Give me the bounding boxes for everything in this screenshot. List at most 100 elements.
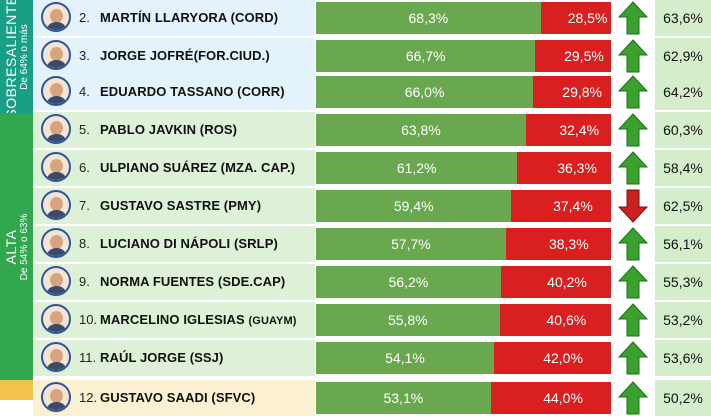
previous-value: 53,2%	[655, 302, 711, 338]
avatar-face	[50, 349, 63, 363]
section-alta-band: ALTA De 54% o 63%	[0, 113, 33, 380]
mayor-name-main: LUCIANO DI NÁPOLI (SRLP)	[100, 236, 278, 251]
trend-cell	[611, 112, 655, 148]
arrow-up-icon	[618, 341, 648, 375]
row-background	[33, 150, 315, 186]
previous-value: 62,5%	[655, 188, 711, 224]
trend-cell	[611, 150, 655, 186]
mayor-name-main: MARCELINO IGLESIAS	[100, 312, 249, 327]
avatar-body	[46, 248, 67, 256]
avatar-body	[46, 96, 67, 104]
table-row: 8.LUCIANO DI NÁPOLI (SRLP)57,7%38,3%4,05…	[33, 226, 711, 262]
avatar	[41, 342, 71, 372]
mayor-name: NORMA FUENTES (SDE.CAP)	[100, 264, 285, 300]
avatar-face	[50, 159, 63, 173]
avatar-face	[50, 235, 63, 249]
row-background	[33, 340, 315, 376]
trend-cell	[611, 302, 655, 338]
trend-cell	[611, 38, 655, 74]
avatar	[41, 382, 71, 412]
avatar	[41, 40, 71, 70]
mayor-name-main: ULPIANO SUÁREZ (MZA. CAP.)	[100, 160, 296, 175]
bar-positive: 61,2%	[316, 152, 518, 184]
row-background	[33, 302, 315, 338]
table-row: 11.RAÚL JORGE (SSJ) 54,1%42,0%3,9 53,6%	[33, 340, 711, 376]
mayor-name-main: JORGE JOFRÉ(FOR.CIUD.)	[100, 48, 270, 63]
previous-value: 60,3%	[655, 112, 711, 148]
table-row: 9. NORMA FUENTES (SDE.CAP) 56,2%40,2%3,6 55…	[33, 264, 711, 300]
rank-number: 2.	[79, 10, 90, 25]
previous-value: 50,2%	[655, 380, 711, 416]
mayor-name: ULPIANO SUÁREZ (MZA. CAP.)	[100, 150, 295, 186]
stacked-bar: 61,2%36,3%2,5	[316, 152, 645, 184]
rank-number: 9.	[79, 274, 90, 289]
arrow-up-icon	[618, 227, 648, 261]
row-background	[33, 0, 315, 36]
bar-positive: 66,7%	[316, 40, 536, 72]
arrow-up-icon	[618, 303, 648, 337]
avatar-body	[46, 362, 67, 370]
stacked-bar: 55,8%40,6%3,6	[316, 304, 645, 336]
avatar-body	[46, 286, 67, 294]
table-row: 4. EDUARDO TASSANO (CORR) 66,0%29,8%4,2 64,…	[33, 74, 711, 110]
avatar-body	[46, 172, 67, 180]
table-row: 7. GUSTAVO SASTRE (PMY) 59,4%37,4%3,2 62,5%	[33, 188, 711, 224]
avatar	[41, 114, 71, 144]
previous-value: 64,2%	[655, 74, 711, 110]
avatar-body	[46, 60, 67, 68]
mayor-name: MARCELINO IGLESIAS (GUAYM)	[100, 302, 297, 338]
bar-positive: 53,1%	[316, 382, 491, 414]
trend-cell	[611, 188, 655, 224]
section-next-band	[0, 380, 33, 400]
mayor-name-main: EDUARDO TASSANO (CORR)	[100, 84, 285, 99]
avatar	[41, 304, 71, 334]
mayor-name: EDUARDO TASSANO (CORR)	[100, 74, 285, 110]
trend-cell	[611, 226, 655, 262]
stacked-bar: 66,7%29,5%3,8	[316, 40, 645, 72]
section-sobresaliente-band: SOBRESALIENTE De 64% o más	[0, 0, 33, 113]
bar-positive: 56,2%	[316, 266, 501, 298]
rank-number: 10.	[79, 312, 98, 327]
bar-positive: 57,7%	[316, 228, 506, 260]
arrow-up-icon	[618, 75, 648, 109]
bar-positive: 66,0%	[316, 76, 534, 108]
bar-negative: 42,0%	[493, 342, 633, 374]
section-range: De 54% o 63%	[18, 213, 30, 280]
avatar-face	[50, 389, 63, 403]
rank-number: 11.	[79, 350, 97, 365]
avatar-face	[50, 9, 63, 23]
section-range: De 64% o más	[18, 23, 30, 90]
table-row: 5. PABLO JAVKIN (ROS) 63,8%32,4%3,8 60,3%	[33, 112, 711, 148]
bar-positive: 59,4%	[316, 190, 512, 222]
trend-cell	[611, 264, 655, 300]
trend-cell	[611, 74, 655, 110]
table-row: 6. ULPIANO SUÁREZ (MZA. CAP.) 61,2%36,3%2,…	[33, 150, 711, 186]
avatar-face	[50, 273, 63, 287]
row-background	[33, 112, 315, 148]
mayor-name: PABLO JAVKIN (ROS)	[100, 112, 237, 148]
arrow-up-icon	[618, 1, 648, 35]
mayor-name-main: GUSTAVO SASTRE (PMY)	[100, 198, 262, 213]
avatar-face	[50, 197, 63, 211]
stacked-bar: 57,7%38,3%4,0	[316, 228, 645, 260]
avatar-face	[50, 311, 63, 325]
previous-value: 53,6%	[655, 340, 711, 376]
arrow-up-icon	[618, 265, 648, 299]
rank-number: 8.	[79, 236, 90, 251]
avatar	[41, 190, 71, 220]
mayor-name-main: GUSTAVO SAADI (SFVC)	[100, 390, 256, 405]
bar-positive: 68,3%	[316, 2, 541, 34]
arrow-up-icon	[618, 151, 648, 185]
previous-value: 55,3%	[655, 264, 711, 300]
stacked-bar: 66,0%29,8%4,2	[316, 76, 645, 108]
arrow-up-icon	[618, 39, 648, 73]
row-background	[33, 38, 315, 74]
bar-positive: 63,8%	[316, 114, 526, 146]
rank-number: 3.	[79, 48, 90, 63]
mayor-name-main: NORMA FUENTES (SDE.CAP)	[100, 274, 286, 289]
bar-positive: 55,8%	[316, 304, 500, 336]
previous-value: 56,1%	[655, 226, 711, 262]
mayor-name: MARTÍN LLARYORA (CORD)	[100, 0, 278, 36]
arrow-up-icon	[618, 113, 648, 147]
previous-value: 58,4%	[655, 150, 711, 186]
